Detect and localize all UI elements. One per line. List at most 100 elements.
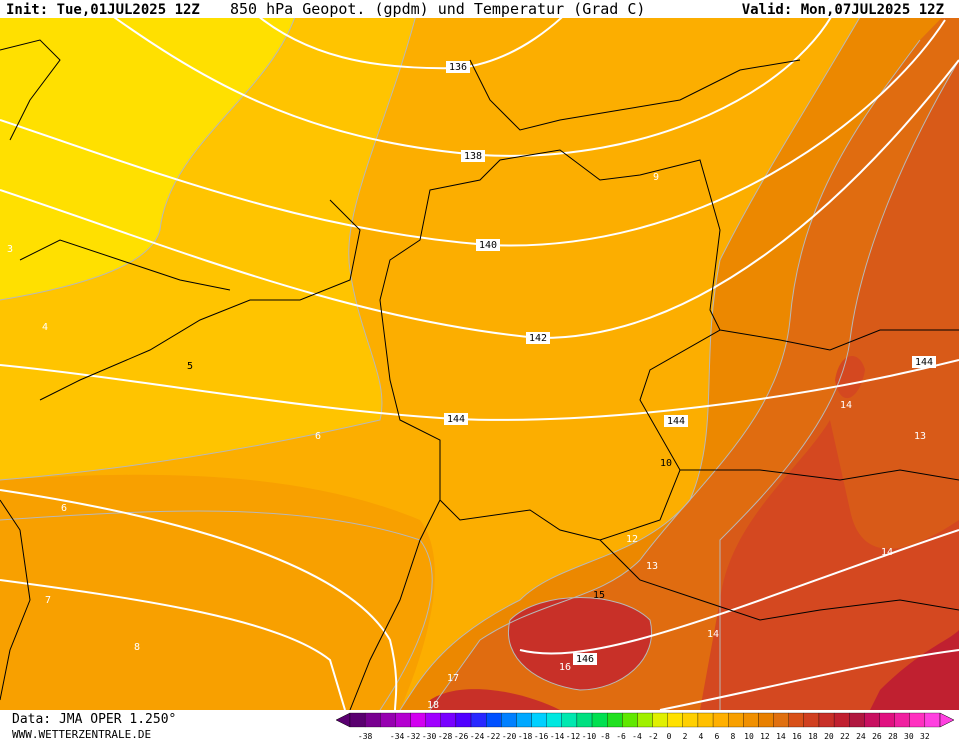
colorbar-tick-label: 26	[872, 732, 882, 741]
temperature-label: 6	[315, 431, 321, 442]
geopotential-label: 138	[464, 151, 482, 162]
temperature-label: 3	[7, 244, 13, 255]
colorbar-swatch	[743, 712, 759, 728]
colorbar-swatch	[788, 712, 804, 728]
geopotential-label: 144	[667, 416, 685, 427]
colorbar-tick-label: -14	[550, 732, 565, 741]
colorbar: -38 -34 -32 -30 -28 -26 -24 -22 -20 -18 -16 -14 -12-…	[335, 712, 955, 741]
colorbar-tick-label: -16	[534, 732, 549, 741]
colorbar-tick-label: 4	[699, 732, 704, 741]
colorbar-swatch	[470, 712, 487, 728]
colorbar-tick-label: -32	[406, 732, 421, 741]
colorbar-tick-label: -38	[358, 732, 373, 741]
colorbar-swatch	[531, 712, 547, 728]
colorbar-swatch	[410, 712, 426, 728]
colorbar-tick-label: -8	[600, 732, 610, 741]
colorbar-swatch	[909, 712, 926, 728]
temperature-label: 9	[653, 172, 659, 183]
temperature-labels: 3 4 5 6 6 7 8 9 10 12 13 13 14 14 14 15 …	[7, 172, 926, 711]
valid-time: Valid: Mon,07JUL2025 12Z	[742, 2, 944, 18]
colorbar-swatch	[849, 712, 865, 728]
colorbar-tick-label: 12	[760, 732, 770, 741]
geopotential-label: 144	[447, 414, 465, 425]
colorbar-swatch	[667, 712, 683, 728]
colorbar-tick-label: -28	[438, 732, 453, 741]
geopotential-label: 146	[576, 654, 594, 665]
colorbar-tick-label: 0	[667, 732, 672, 741]
site-url: WWW.WETTERZENTRALE.DE	[12, 728, 151, 741]
colorbar-tick-label: -26	[454, 732, 469, 741]
colorbar-tick-label: 18	[808, 732, 818, 741]
colorbar-tick-label: 22	[840, 732, 850, 741]
colorbar-swatch	[803, 712, 820, 728]
colorbar-tick-label: -10	[582, 732, 597, 741]
colorbar-right-arrow	[939, 712, 955, 728]
geopotential-label: 136	[449, 62, 467, 73]
colorbar-swatch	[501, 712, 517, 728]
colorbar-swatch	[455, 712, 472, 728]
colorbar-swatch	[395, 712, 411, 728]
colorbar-swatch	[833, 712, 850, 728]
colorbar-swatch	[607, 712, 623, 728]
colorbar-swatch	[773, 712, 789, 728]
colorbar-swatch	[637, 712, 653, 728]
colorbar-tick-label: 20	[824, 732, 834, 741]
map-title: 850 hPa Geopot. (gpdm) und Temperatur (G…	[230, 0, 645, 18]
temperature-label: 14	[881, 547, 893, 558]
temperature-label: 17	[447, 673, 459, 684]
geopotential-labels: 136 138 140 142 144 144 144 146	[444, 61, 936, 665]
colorbar-tick-label: 24	[856, 732, 866, 741]
temperature-label: 5	[187, 361, 193, 372]
temperature-label: 15	[593, 590, 605, 601]
colorbar-swatch	[440, 712, 457, 728]
geopotential-label: 142	[529, 333, 547, 344]
colorbar-swatch	[697, 712, 714, 728]
label-box: 146	[573, 653, 597, 665]
temperature-label: 14	[707, 629, 719, 640]
label-box: 138	[461, 150, 485, 162]
temperature-label: 7	[45, 595, 51, 606]
colorbar-tick-label: 28	[888, 732, 898, 741]
colorbar-tick-label: -30	[422, 732, 437, 741]
colorbar-tick-label: 6	[715, 732, 720, 741]
colorbar-swatch	[561, 712, 578, 728]
country-borders	[0, 39, 959, 711]
temperature-isolines	[0, 0, 959, 711]
colorbar-tick-label: -6	[616, 732, 626, 741]
geopotential-label: 140	[479, 240, 497, 251]
temperature-label: 14	[840, 400, 852, 411]
colorbar-swatch	[758, 712, 774, 728]
init-time: Init: Tue,01JUL2025 12Z	[6, 2, 200, 18]
header-bar	[0, 0, 959, 18]
temperature-label: 4	[42, 322, 48, 333]
colorbar-tick-label: -34	[390, 732, 405, 741]
colorbar-tick-label: -20	[502, 732, 517, 741]
colorbar-swatch	[924, 712, 941, 728]
colorbar-tick-label: -4	[632, 732, 642, 741]
colorbar-swatch	[349, 712, 366, 728]
colorbar-tick-label: 30	[904, 732, 914, 741]
map-background	[0, 0, 959, 710]
label-box: 144	[912, 356, 936, 368]
colorbar-swatch	[380, 712, 396, 728]
colorbar-swatch	[591, 712, 608, 728]
temperature-label: 6	[61, 503, 67, 514]
colorbar-swatch	[546, 712, 562, 728]
colorbar-swatch	[682, 712, 699, 728]
colorbar-swatch	[728, 712, 744, 728]
data-source: Data: JMA OPER 1.250°	[12, 712, 176, 727]
colorbar-tick-label: -22	[486, 732, 501, 741]
colorbar-tick-label: 16	[792, 732, 802, 741]
temperature-label: 12	[626, 534, 638, 545]
colorbar-swatch	[652, 712, 668, 728]
colorbar-swatch	[576, 712, 593, 728]
label-box: 144	[664, 415, 688, 427]
colorbar-tick-label: 32	[920, 732, 930, 741]
temperature-label: 10	[660, 458, 672, 469]
colorbar-tick-label: 2	[683, 732, 688, 741]
colorbar-tick-label: 14	[776, 732, 786, 741]
temperature-label: 13	[914, 431, 926, 442]
colorbar-tick-label: -2	[648, 732, 658, 741]
label-box: 142	[526, 332, 550, 344]
